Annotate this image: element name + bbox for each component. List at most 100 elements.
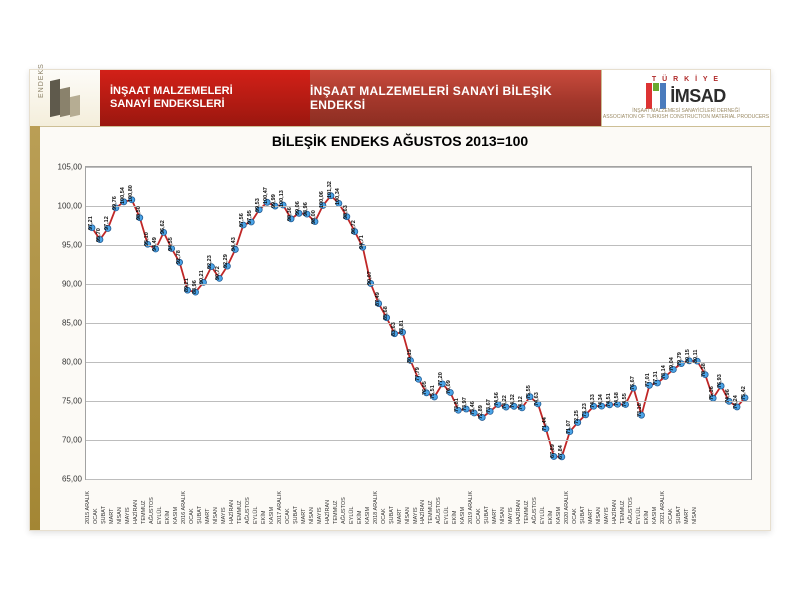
value-label: 100,34 <box>335 189 341 206</box>
x-axis-label: NİSAN <box>309 507 315 524</box>
value-label: 74,55 <box>622 393 628 407</box>
red-title-line2: SANAYİ ENDEKSLERİ <box>110 98 300 111</box>
value-label: 78,38 <box>701 363 707 377</box>
slide: ENDEKS İNŞAAT MALZEMELERİ SANAYİ ENDEKSL… <box>29 69 771 531</box>
value-label: 74,32 <box>510 395 516 409</box>
x-axis-label: OCAK <box>668 508 674 524</box>
x-axis-label: MAYIS <box>221 507 227 524</box>
endeks-vertical-label: ENDEKS <box>38 63 45 98</box>
x-axis-label: EKİM <box>261 511 267 524</box>
left-accent-border <box>30 70 40 530</box>
x-axis-label: KASIM <box>173 507 179 524</box>
x-axis-label: EKİM <box>357 511 363 524</box>
value-label: 74,51 <box>606 393 612 407</box>
x-axis-label: ŞUBAT <box>676 506 682 524</box>
x-axis-label: EYLÜL <box>253 507 259 524</box>
endeks-icon-container: ENDEKS <box>30 70 100 126</box>
x-axis-label: MAYIS <box>125 507 131 524</box>
x-axis-label: KASIM <box>365 507 371 524</box>
gridline <box>86 323 751 324</box>
value-label: 80,15 <box>685 349 691 363</box>
value-label: 67,84 <box>558 445 564 459</box>
x-axis-label: AĞUSTOS <box>436 497 442 524</box>
value-label: 76,67 <box>630 376 636 390</box>
value-label: 98,50 <box>136 206 142 220</box>
x-axis-label: OCAK <box>572 508 578 524</box>
y-axis-label: 70,00 <box>62 436 82 445</box>
x-axis-label: EKİM <box>452 511 458 524</box>
x-axis-label: NİSAN <box>405 507 411 524</box>
value-label: 100,47 <box>263 188 269 205</box>
x-axis-label: 2020 ARALIK <box>564 491 570 524</box>
x-axis-label: EYLÜL <box>444 507 450 524</box>
header-row: ENDEKS İNŞAAT MALZEMELERİ SANAYİ ENDEKSL… <box>30 70 770 127</box>
y-axis-label: 100,00 <box>58 202 82 211</box>
gridline <box>86 206 751 207</box>
value-label: 75,51 <box>430 385 436 399</box>
value-label: 94,49 <box>152 237 158 251</box>
value-label: 101,32 <box>327 181 333 198</box>
x-axis-label: OCAK <box>93 508 99 524</box>
value-label: 67,89 <box>550 445 556 459</box>
x-axis-label: MAYIS <box>317 507 323 524</box>
value-label: 75,55 <box>526 385 532 399</box>
value-label: 90,72 <box>215 267 221 281</box>
x-axis-labels: 2015 ARALIKOCAKŞUBATMARTNİSANMAYISHAZİRA… <box>85 480 752 530</box>
y-axis-label: 85,00 <box>62 319 82 328</box>
value-label: 92,78 <box>176 251 182 265</box>
x-axis-label: TEMMUZ <box>237 500 243 524</box>
value-label: 95,70 <box>96 228 102 242</box>
value-label: 100,80 <box>128 185 134 202</box>
value-label: 74,34 <box>598 394 604 408</box>
x-axis-label: EYLÜL <box>636 507 642 524</box>
gridline <box>86 167 751 168</box>
value-label: 98,96 <box>303 202 309 216</box>
value-label: 98,00 <box>311 210 317 224</box>
x-axis-label: AĞUSTOS <box>628 497 634 524</box>
x-axis-label: TEMMUZ <box>428 500 434 524</box>
value-label: 85,68 <box>383 306 389 320</box>
value-label: 94,43 <box>231 238 237 252</box>
x-axis-label: TEMMUZ <box>524 500 530 524</box>
y-axis-label: 90,00 <box>62 280 82 289</box>
gridline <box>86 440 751 441</box>
x-axis-label: 2016 ARALIK <box>181 491 187 524</box>
x-axis-label: NİSAN <box>213 507 219 524</box>
x-axis-label: 2018 ARALIK <box>373 491 379 524</box>
x-axis-label: HAZİRAN <box>516 500 522 524</box>
x-axis-label: TEMMUZ <box>620 500 626 524</box>
value-label: 73,97 <box>462 397 468 411</box>
value-label: 98,63 <box>343 205 349 219</box>
value-label: 80,11 <box>693 350 699 363</box>
value-label: 76,09 <box>446 381 452 395</box>
x-axis-label: 2015 ARALIK <box>85 491 91 524</box>
value-label: 77,01 <box>645 374 651 388</box>
x-axis-label: HAZİRAN <box>133 500 139 524</box>
x-axis-label: NİSAN <box>117 507 123 524</box>
x-axis-label: HAZİRAN <box>420 500 426 524</box>
value-label: 77,20 <box>438 372 444 386</box>
logo-country: T Ü R K İ Y E <box>652 76 720 83</box>
x-axis-label: KASIM <box>269 507 275 524</box>
logo-sub2: ASSOCIATION OF TURKISH CONSTRUCTION MATE… <box>603 115 769 121</box>
x-axis-label: KASIM <box>460 507 466 524</box>
x-axis-label: EYLÜL <box>540 507 546 524</box>
x-axis-label: MART <box>492 509 498 524</box>
value-label: 74,12 <box>518 396 524 410</box>
x-axis-label: MART <box>397 509 403 524</box>
endeks-icon <box>50 80 80 116</box>
x-axis-label: HAZİRAN <box>229 500 235 524</box>
x-axis-label: AĞUSTOS <box>341 497 347 524</box>
value-label: 99,53 <box>255 198 261 212</box>
y-axis-label: 65,00 <box>62 475 82 484</box>
value-label: 76,05 <box>422 381 428 395</box>
gridline <box>86 362 751 363</box>
value-label: 76,93 <box>717 374 723 388</box>
y-axis-label: 80,00 <box>62 358 82 367</box>
x-axis-label: EYLÜL <box>349 507 355 524</box>
x-axis-label: 2019 ARALIK <box>468 491 474 524</box>
x-axis-label: MART <box>109 509 115 524</box>
value-label: 90,07 <box>367 272 373 286</box>
value-label: 89,21 <box>184 278 190 292</box>
page: ENDEKS İNŞAAT MALZEMELERİ SANAYİ ENDEKSL… <box>0 0 800 600</box>
